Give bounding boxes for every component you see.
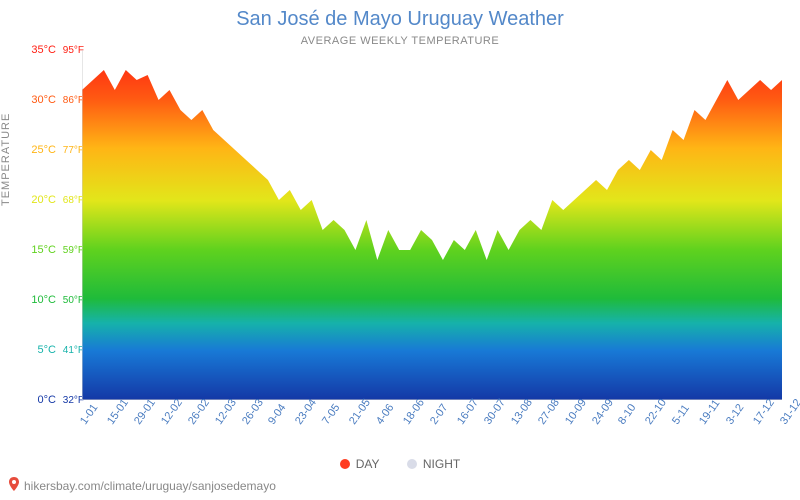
x-tick-label: 13-08 [509, 397, 535, 427]
x-tick-label: 7-05 [320, 402, 342, 427]
legend: DAY NIGHT [0, 457, 800, 472]
y-tick-celsius: 15°C [28, 244, 56, 256]
y-tick-fahrenheit: 41°F [60, 345, 84, 356]
y-tick-celsius: 20°C [28, 194, 56, 206]
y-tick-celsius: 25°C [28, 144, 56, 156]
y-tick-celsius: 10°C [28, 294, 56, 306]
page-title: San José de Mayo Uruguay Weather [0, 0, 800, 31]
x-tick-label: 3-12 [724, 402, 746, 427]
x-tick-label: 17-12 [751, 397, 777, 427]
legend-night-label: NIGHT [423, 457, 460, 471]
legend-night: NIGHT [407, 457, 460, 471]
y-tick-fahrenheit: 77°F [60, 145, 84, 156]
y-axis-label: TEMPERATURE [0, 113, 12, 206]
x-tick-label: 9-04 [266, 402, 288, 427]
x-tick-label: 21-05 [347, 397, 373, 427]
x-tick-label: 8-10 [616, 402, 638, 427]
x-tick-label: 27-08 [536, 397, 562, 427]
y-tick-fahrenheit: 50°F [60, 295, 84, 306]
legend-day-label: DAY [356, 457, 380, 471]
y-tick-fahrenheit: 68°F [60, 195, 84, 206]
y-tick-celsius: 30°C [28, 94, 56, 106]
x-tick-label: 4-06 [374, 402, 396, 427]
x-tick-label: 24-09 [590, 397, 616, 427]
legend-day: DAY [340, 457, 380, 471]
x-tick-label: 26-02 [186, 397, 212, 427]
page-subtitle: AVERAGE WEEKLY TEMPERATURE [0, 31, 800, 47]
y-tick-fahrenheit: 59°F [60, 245, 84, 256]
x-tick-label: 16-07 [455, 397, 481, 427]
y-tick-celsius: 0°C [28, 394, 56, 406]
map-pin-icon [8, 477, 20, 494]
x-tick-label: 15-01 [105, 397, 131, 427]
x-tick-label: 5-11 [670, 403, 692, 427]
x-tick-label: 2-07 [428, 402, 450, 427]
x-tick-label: 18-06 [401, 397, 427, 427]
footer-attribution: hikersbay.com/climate/uruguay/sanjosedem… [8, 477, 276, 494]
y-tick-celsius: 5°C [28, 344, 56, 356]
x-tick-label: 22-10 [643, 397, 669, 427]
y-tick-fahrenheit: 95°F [60, 45, 84, 56]
x-tick-label: 30-07 [482, 397, 508, 427]
legend-day-dot [340, 459, 350, 469]
x-tick-label: 31-12 [778, 397, 800, 427]
legend-night-dot [407, 459, 417, 469]
x-tick-label: 23-04 [293, 397, 319, 427]
x-tick-label: 10-09 [563, 397, 589, 427]
chart-plot-area [82, 50, 782, 400]
x-tick-label: 29-01 [132, 397, 158, 427]
x-tick-label: 12-02 [159, 397, 185, 427]
x-tick-label: 12-03 [213, 397, 239, 427]
x-tick-label: 26-03 [240, 397, 266, 427]
y-tick-fahrenheit: 86°F [60, 95, 84, 106]
y-tick-fahrenheit: 32°F [60, 395, 84, 406]
x-tick-label: 19-11 [697, 398, 723, 427]
y-tick-celsius: 35°C [28, 44, 56, 56]
footer-url: hikersbay.com/climate/uruguay/sanjosedem… [24, 479, 276, 493]
